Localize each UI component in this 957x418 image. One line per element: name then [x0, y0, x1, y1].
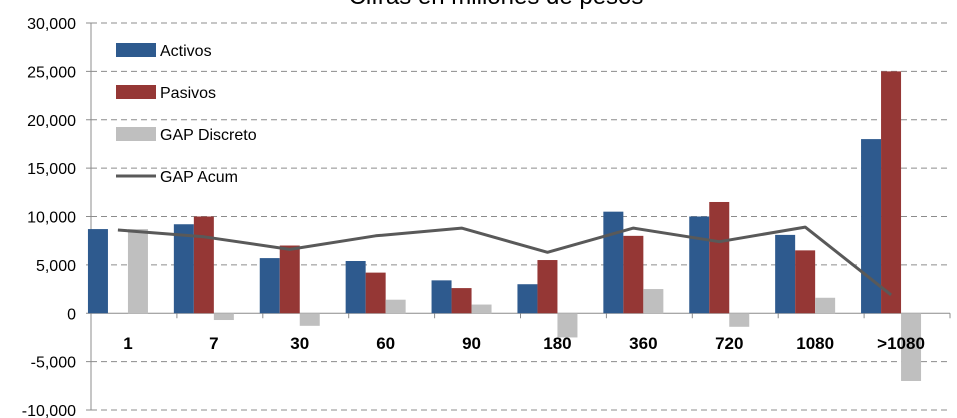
chart-title: Cifras en millones de pesos [349, 0, 644, 10]
bar-gap-discreto [643, 289, 664, 314]
bar-gap-discreto [213, 313, 234, 321]
bar-pasivos [537, 260, 558, 314]
bar-pasivos [881, 71, 902, 314]
x-category-label: >1080 [877, 334, 925, 353]
bar-activos [775, 234, 796, 314]
y-tick-label: 10,000 [27, 210, 76, 227]
grid-lines [91, 22, 950, 411]
bar-gap-discreto [471, 304, 492, 314]
legend: Activos Pasivos GAP Discreto GAP Acum [116, 43, 257, 186]
bar-gap-discreto [127, 229, 148, 314]
x-category-label: 7 [209, 334, 218, 353]
bar-pasivos [795, 250, 816, 314]
line-gap-acum [117, 225, 893, 297]
bar-activos [603, 211, 624, 314]
x-category-label: 30 [290, 334, 309, 353]
bar-gap-discreto [901, 313, 922, 381]
bar-pasivos [193, 216, 214, 314]
bar-activos [173, 224, 194, 314]
bar-pasivos [451, 288, 472, 314]
bar-activos [259, 258, 280, 314]
x-category-label: 60 [376, 334, 395, 353]
legend-swatch [116, 85, 156, 99]
y-tick-label: 20,000 [27, 113, 76, 130]
bar-activos [689, 216, 710, 314]
y-tick-label: -5,000 [31, 355, 76, 372]
legend-label: Pasivos [160, 85, 216, 102]
y-tick-label: 15,000 [27, 161, 76, 178]
bar-series [87, 71, 922, 381]
x-category-label: 720 [715, 334, 743, 353]
legend-label: GAP Discreto [160, 127, 257, 144]
legend-label: Activos [160, 43, 212, 60]
y-tick-label: -10,000 [22, 403, 76, 418]
x-category-label: 180 [543, 334, 571, 353]
y-tick-label: 0 [67, 306, 76, 323]
bar-gap-discreto [815, 297, 836, 314]
bar-activos [517, 284, 538, 314]
bar-gap-discreto [557, 313, 578, 338]
bar-activos [345, 261, 366, 314]
category-labels: 1 7 30 60 90 180 360 720 1080 >1080 [123, 334, 925, 353]
x-category-label: 90 [462, 334, 481, 353]
bar-pasivos [365, 272, 386, 314]
bar-activos [861, 139, 882, 314]
bar-activos [87, 229, 108, 314]
legend-swatch [116, 127, 156, 141]
bar-gap-discreto [729, 313, 750, 327]
y-tick-label: 5,000 [36, 258, 76, 275]
bar-gap-discreto [299, 313, 320, 326]
legend-label: GAP Acum [160, 169, 238, 186]
bar-activos [431, 280, 452, 314]
x-category-label: 1080 [796, 334, 834, 353]
y-tick-labels: -10,000 -5,000 0 5,000 10,000 15,000 20,000 25,… [22, 16, 76, 418]
bar-pasivos [709, 201, 730, 314]
y-tick-label: 25,000 [27, 64, 76, 81]
legend-swatch [116, 43, 156, 57]
x-category-label: 360 [629, 334, 657, 353]
y-tick-label: 30,000 [27, 16, 76, 33]
bar-pasivos [623, 235, 644, 314]
x-category-label: 1 [123, 334, 132, 353]
bar-pasivos [279, 245, 300, 314]
line-series [117, 225, 893, 297]
bar-gap-discreto [385, 299, 406, 314]
